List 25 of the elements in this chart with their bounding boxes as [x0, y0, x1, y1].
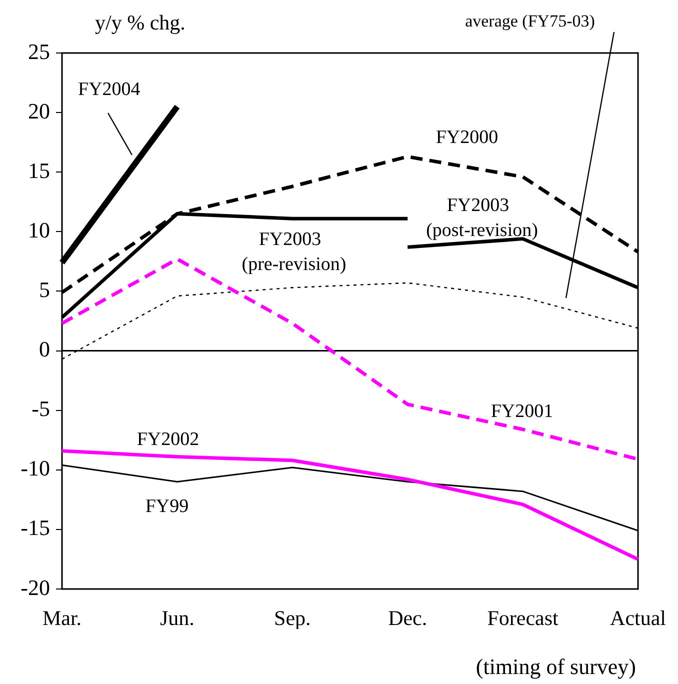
series-label: FY2000	[436, 126, 498, 148]
series-label: FY2001	[490, 400, 554, 422]
y-tick-label: 0	[39, 336, 50, 362]
y-tick-label: 10	[28, 217, 50, 242]
y-tick-label: 15	[28, 158, 50, 183]
y-tick-label: 25	[28, 38, 50, 64]
series-label: FY2003 (post-revision)	[426, 194, 538, 241]
x-tick-label: Actual	[610, 606, 666, 630]
series-label: FY2002	[136, 428, 200, 450]
y-tick-label: -15	[20, 515, 50, 540]
x-tick-label: Forecast	[487, 606, 559, 630]
y-tick-label: -10	[20, 456, 50, 481]
text: average (FY75-03)	[465, 11, 595, 30]
y-axis-title: y/y % chg.	[95, 10, 186, 35]
series-label: FY2004	[78, 78, 141, 100]
x-tick-label: Jun.	[160, 606, 194, 630]
series-label: FY2003 (pre-revision)	[242, 228, 346, 275]
x-axis-title: (timing of survey)	[476, 654, 636, 679]
x-tick-label: Mar.	[42, 606, 82, 630]
series-label: FY99	[145, 496, 189, 517]
y-tick-label: 5	[39, 277, 50, 302]
y-tick-label: -20	[20, 574, 50, 600]
y-tick-label: -5	[32, 396, 50, 422]
x-tick-label: Dec.	[388, 606, 428, 630]
y-tick-label: 20	[28, 98, 50, 124]
